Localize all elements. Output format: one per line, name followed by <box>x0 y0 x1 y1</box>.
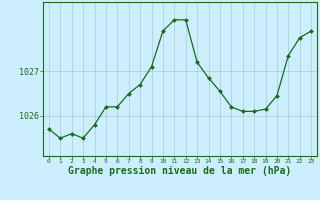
X-axis label: Graphe pression niveau de la mer (hPa): Graphe pression niveau de la mer (hPa) <box>68 166 292 176</box>
